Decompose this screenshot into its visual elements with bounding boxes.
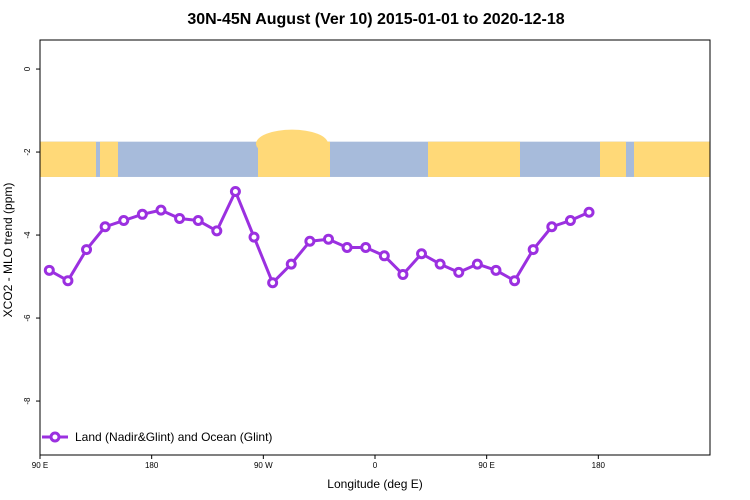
data-point xyxy=(304,235,316,247)
y-axis: 0 -2 -4 -6 -8 xyxy=(23,66,40,405)
x-tick-label: 0 xyxy=(373,461,378,470)
data-point xyxy=(397,268,409,280)
y-tick-label: -8 xyxy=(23,397,32,405)
x-axis-label: Longitude (deg E) xyxy=(327,477,422,491)
legend: Land (Nadir&Glint) and Ocean (Glint) xyxy=(42,430,272,444)
y-tick-label: 0 xyxy=(23,66,32,71)
map-land xyxy=(100,141,118,177)
legend-marker xyxy=(49,431,61,443)
x-tick-label: 180 xyxy=(145,461,159,470)
map-land xyxy=(256,129,328,158)
map-land xyxy=(634,141,710,177)
data-point xyxy=(471,258,483,270)
data-point xyxy=(285,258,297,270)
x-tick-label: 90 E xyxy=(478,461,494,470)
x-tick-label: 180 xyxy=(592,461,606,470)
data-point xyxy=(229,185,241,197)
x-axis: 90 E 180 90 W 0 90 E 180 xyxy=(32,455,606,470)
series-layer xyxy=(43,185,595,289)
data-point xyxy=(211,225,223,237)
data-point xyxy=(81,244,93,256)
data-point xyxy=(322,233,334,245)
data-point xyxy=(509,275,521,287)
data-point xyxy=(546,221,558,233)
data-point xyxy=(360,242,372,253)
series-line xyxy=(48,189,590,285)
data-point xyxy=(434,258,446,270)
data-point xyxy=(248,231,260,243)
map-land xyxy=(428,141,520,177)
y-axis-label: XCO2 - MLO trend (ppm) xyxy=(1,183,15,318)
data-point xyxy=(378,250,390,262)
y-tick-label: -6 xyxy=(23,314,32,322)
x-tick-label: 90 E xyxy=(32,461,48,470)
data-point xyxy=(174,212,186,224)
data-point xyxy=(62,275,74,287)
data-point xyxy=(490,264,502,276)
x-tick-label: 90 W xyxy=(254,461,273,470)
data-point xyxy=(341,242,353,253)
data-point xyxy=(155,204,167,216)
data-point xyxy=(118,215,130,227)
data-point xyxy=(564,215,576,227)
data-point xyxy=(527,244,539,256)
data-point xyxy=(43,264,55,276)
map-land xyxy=(40,141,88,177)
data-point xyxy=(99,221,111,233)
y-tick-label: -2 xyxy=(23,148,32,156)
world-map-strip xyxy=(40,129,710,177)
data-point xyxy=(583,206,595,218)
map-land xyxy=(600,141,626,177)
map-land xyxy=(88,141,96,177)
data-point xyxy=(416,248,428,260)
data-point xyxy=(267,277,279,289)
legend-label: Land (Nadir&Glint) and Ocean (Glint) xyxy=(75,430,272,444)
map-ocean xyxy=(40,141,710,177)
plot-frame xyxy=(39,39,711,456)
data-point xyxy=(192,215,204,227)
data-point xyxy=(453,266,465,278)
data-point xyxy=(136,208,148,220)
chart-title: 30N-45N August (Ver 10) 2015-01-01 to 20… xyxy=(187,11,564,28)
y-tick-label: -4 xyxy=(23,231,32,239)
